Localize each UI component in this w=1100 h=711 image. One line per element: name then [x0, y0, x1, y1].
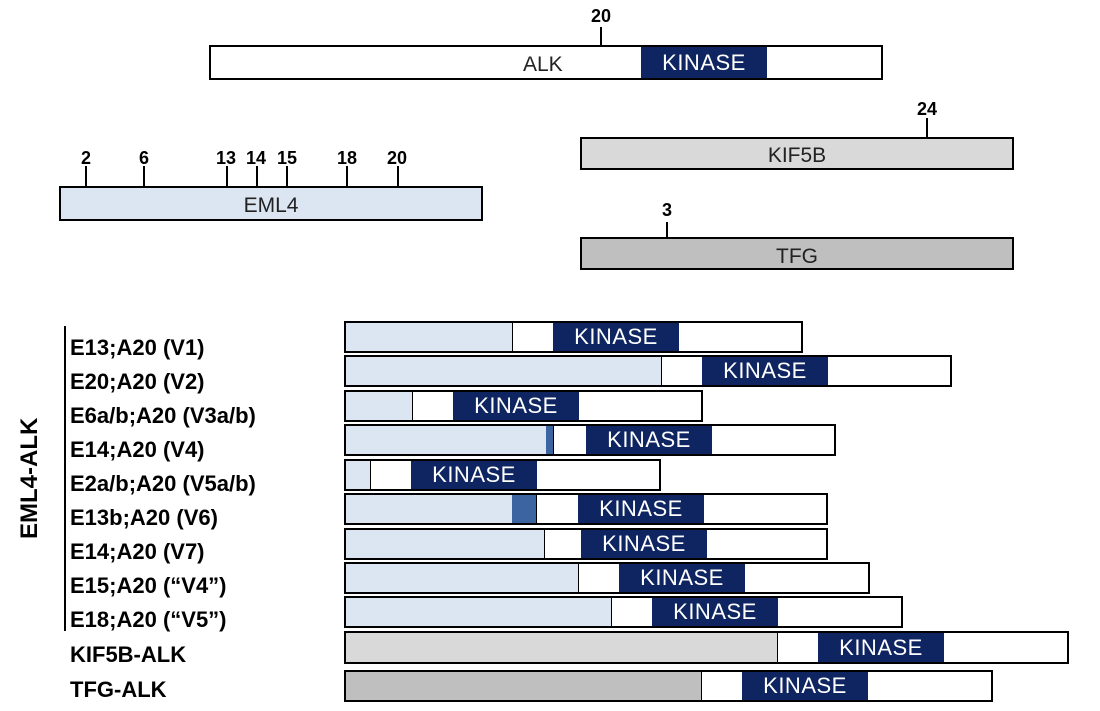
tfg-gene-label: TFG — [776, 245, 818, 268]
kif5b-tick-label: 24 — [916, 99, 938, 119]
fusion-row-label: E20;A20 (V2) — [70, 369, 205, 394]
kinase-domain: KINASE — [586, 426, 712, 454]
fusion-bar-v2: KINASE — [344, 355, 952, 387]
fusion-row-label: E13b;A20 (V6) — [70, 505, 218, 530]
eml4-segment — [346, 426, 547, 454]
alk-tick-label: 20 — [590, 6, 612, 26]
eml4-tick-18 — [346, 166, 348, 187]
fusion-row-label: E15;A20 (“V4”) — [70, 573, 227, 598]
fusion-bar-tfg-alk: KINASE — [344, 670, 993, 702]
fusion-row-label: E6a/b;A20 (V3a/b) — [70, 403, 256, 428]
kinase-domain: KINASE — [453, 392, 579, 420]
fusion-bar-v4: KINASE — [344, 424, 836, 456]
alk-tick-20 — [600, 27, 602, 46]
eml4-tick-label: 18 — [336, 148, 358, 168]
eml4-segment — [346, 564, 579, 592]
eml4-segment — [346, 461, 371, 489]
eml4-segment — [346, 323, 513, 351]
eml4-tick-2 — [85, 166, 87, 187]
kinase-domain: KINASE — [411, 461, 537, 489]
eml4-tick-20 — [397, 166, 399, 187]
eml4-segment — [346, 392, 413, 420]
eml4-tick-label: 14 — [245, 148, 267, 168]
eml4-tick-label: 13 — [215, 148, 237, 168]
eml4-tick-13 — [226, 166, 228, 187]
eml4-tick-14 — [256, 166, 258, 187]
eml4-tick-label: 2 — [80, 148, 92, 168]
fusion-bar-v1: KINASE — [344, 321, 803, 353]
alk-kinase-domain: KINASE — [641, 47, 767, 78]
tfg-tick-3 — [666, 222, 668, 239]
tfg-tick-label: 3 — [661, 200, 673, 220]
kinase-domain: KINASE — [619, 564, 745, 592]
eml4-extra-segment — [546, 426, 554, 454]
fusion-row-label: KIF5B-ALK — [70, 642, 187, 667]
eml4-segment — [346, 357, 662, 385]
eml4-segment — [346, 598, 612, 626]
fusion-bar-v5: KINASE — [344, 459, 661, 491]
kif5b-gene-bar: KIF5B — [580, 137, 1014, 170]
eml4-alk-group-label: EML4-ALK — [16, 417, 43, 539]
eml4-segment — [346, 530, 545, 558]
fusion-row-label: E14;A20 (V4) — [70, 437, 205, 462]
kinase-domain: KINASE — [553, 323, 679, 351]
eml4-tick-6 — [143, 166, 145, 187]
fusion-row-label: E14;A20 (V7) — [70, 539, 205, 564]
eml4-segment — [346, 495, 513, 523]
eml4-alk-bracket-line — [64, 326, 66, 631]
eml4-tick-label: 20 — [386, 148, 408, 168]
kinase-domain: KINASE — [578, 495, 704, 523]
eml4-tick-label: 15 — [276, 148, 298, 168]
fusion-row-label: TFG-ALK — [70, 677, 167, 702]
fusion-bar-v6: KINASE — [344, 493, 828, 525]
fusion-row-label: E18;A20 (“V5”) — [70, 607, 227, 632]
kinase-domain: KINASE — [581, 530, 707, 558]
eml4-extra-segment — [512, 495, 537, 523]
kif5b-segment — [346, 633, 778, 662]
tfg-segment — [346, 672, 702, 700]
eml4-tick-label: 6 — [138, 148, 150, 168]
kinase-domain: KINASE — [742, 672, 868, 700]
eml4-tick-15 — [286, 166, 288, 187]
kif5b-gene-label: KIF5B — [767, 144, 827, 167]
fusion-bar-kif5b-alk: KINASE — [344, 631, 1069, 664]
fusion-row-label: E13;A20 (V1) — [70, 335, 205, 360]
alk-gene-bar: KINASE ALK — [209, 45, 883, 80]
kinase-domain: KINASE — [702, 357, 828, 385]
kinase-domain: KINASE — [652, 598, 778, 626]
tfg-gene-bar: TFG — [580, 237, 1014, 270]
fusion-row-label: E2a/b;A20 (V5a/b) — [70, 471, 256, 496]
fusion-bar-v3: KINASE — [344, 390, 703, 422]
kif5b-tick-24 — [926, 118, 928, 138]
alk-gene-label: ALK — [523, 53, 563, 76]
fusion-bar-v4-alt: KINASE — [344, 562, 870, 594]
fusion-bar-v5-alt: KINASE — [344, 596, 903, 628]
eml4-gene-bar: EML4 — [59, 186, 483, 221]
fusion-bar-v7: KINASE — [344, 528, 828, 560]
eml4-gene-label: EML4 — [243, 194, 299, 217]
kinase-domain: KINASE — [818, 633, 944, 662]
